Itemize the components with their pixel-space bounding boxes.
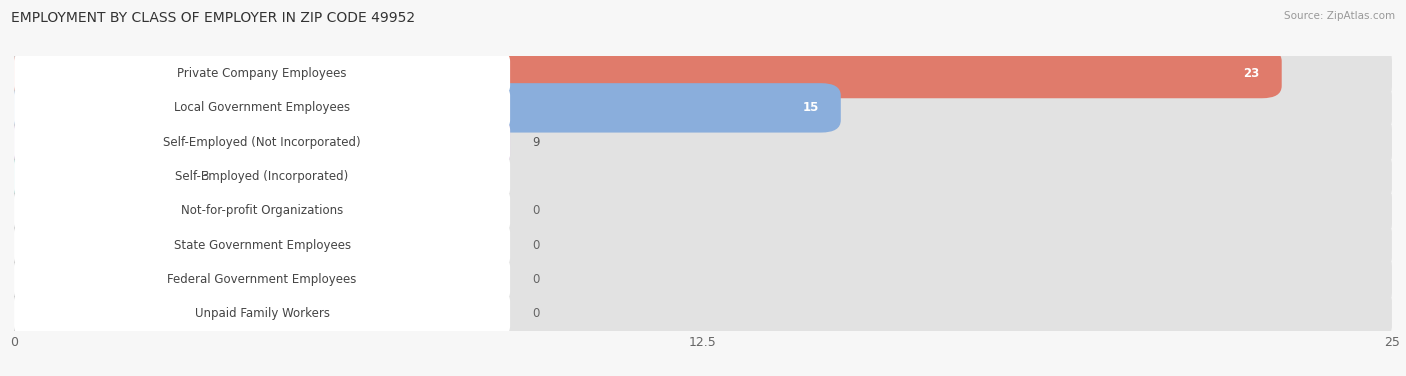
FancyBboxPatch shape xyxy=(14,117,1392,167)
Bar xyxy=(14,194,1392,228)
FancyBboxPatch shape xyxy=(14,255,510,304)
FancyBboxPatch shape xyxy=(14,49,1392,98)
Bar xyxy=(14,262,1392,297)
Text: 15: 15 xyxy=(803,102,818,114)
Text: EMPLOYMENT BY CLASS OF EMPLOYER IN ZIP CODE 49952: EMPLOYMENT BY CLASS OF EMPLOYER IN ZIP C… xyxy=(11,11,415,25)
Bar xyxy=(14,91,1392,125)
Text: Federal Government Employees: Federal Government Employees xyxy=(167,273,357,286)
Text: Source: ZipAtlas.com: Source: ZipAtlas.com xyxy=(1284,11,1395,21)
FancyBboxPatch shape xyxy=(14,117,510,167)
Text: Self-Employed (Incorporated): Self-Employed (Incorporated) xyxy=(176,170,349,183)
Text: Local Government Employees: Local Government Employees xyxy=(174,102,350,114)
Text: State Government Employees: State Government Employees xyxy=(173,239,350,252)
FancyBboxPatch shape xyxy=(14,83,841,133)
Text: Not-for-profit Organizations: Not-for-profit Organizations xyxy=(181,204,343,217)
FancyBboxPatch shape xyxy=(14,49,510,98)
Bar xyxy=(14,228,1392,262)
Bar xyxy=(14,125,1392,159)
Text: 23: 23 xyxy=(1243,67,1260,80)
Text: 0: 0 xyxy=(531,204,540,217)
Text: 0: 0 xyxy=(531,273,540,286)
FancyBboxPatch shape xyxy=(14,49,1282,98)
FancyBboxPatch shape xyxy=(14,152,1392,201)
Bar xyxy=(14,159,1392,194)
FancyBboxPatch shape xyxy=(14,186,510,235)
Text: 9: 9 xyxy=(531,136,540,149)
Text: 3: 3 xyxy=(201,170,209,183)
FancyBboxPatch shape xyxy=(14,117,510,167)
FancyBboxPatch shape xyxy=(14,289,510,338)
FancyBboxPatch shape xyxy=(14,152,510,201)
Bar xyxy=(14,297,1392,331)
Text: 0: 0 xyxy=(531,239,540,252)
Text: Private Company Employees: Private Company Employees xyxy=(177,67,347,80)
FancyBboxPatch shape xyxy=(14,220,1392,270)
Bar xyxy=(14,56,1392,91)
FancyBboxPatch shape xyxy=(14,220,510,270)
FancyBboxPatch shape xyxy=(14,255,1392,304)
Text: 0: 0 xyxy=(531,307,540,320)
FancyBboxPatch shape xyxy=(14,186,1392,235)
Text: Unpaid Family Workers: Unpaid Family Workers xyxy=(194,307,329,320)
FancyBboxPatch shape xyxy=(14,152,180,201)
FancyBboxPatch shape xyxy=(14,83,510,133)
Text: Self-Employed (Not Incorporated): Self-Employed (Not Incorporated) xyxy=(163,136,361,149)
FancyBboxPatch shape xyxy=(14,83,1392,133)
FancyBboxPatch shape xyxy=(14,289,1392,338)
